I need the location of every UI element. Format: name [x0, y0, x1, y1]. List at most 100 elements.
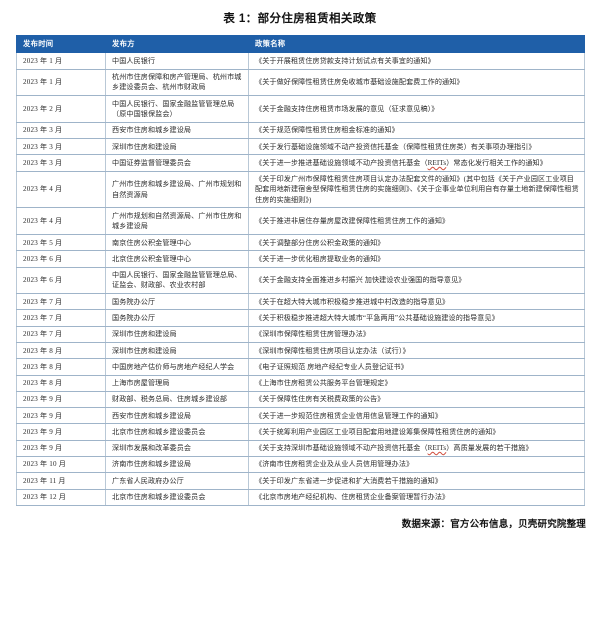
cell-issuer: 中国人民银行	[105, 52, 249, 70]
cell-policy-name: 《关于开展租赁住房贷款支持计划试点有关事宜的通知》	[248, 52, 585, 70]
table-row: 2023 年 8 月深圳市住房和建设局 《深圳市保障性租赁住房项目认定办法（试行）…	[16, 341, 585, 360]
column-header-release-date: 发布时间	[16, 34, 106, 54]
cell-issuer: 南京住房公积金管理中心	[105, 234, 249, 252]
table-row: 2023 年 7 月深圳市住房和建设局 《深圳市保障性租赁住房管理办法》	[16, 325, 585, 344]
cell-issuer: 济南市住房和城乡建设局	[105, 455, 249, 474]
cell-policy-name: 《上海市住房租赁公共服务平台管理规定》	[248, 374, 585, 392]
cell-release-date: 2023 年 3 月	[16, 138, 106, 156]
table-row: 2023 年 8 月上海市房屋管理局 《上海市住房租赁公共服务平台管理规定》	[16, 374, 585, 392]
column-header-issuer: 发布方	[105, 34, 249, 54]
cell-release-date: 2023 年 4 月	[16, 170, 106, 209]
cell-issuer: 西安市住房和城乡建设局	[105, 121, 249, 140]
reits-term: REITs	[427, 444, 447, 453]
table-row: 2023 年 6 月北京住房公积金管理中心 《关于进一步优化租房提取业务的通知》	[16, 250, 585, 268]
table-row: 2023 年 10 月济南市住房和城乡建设局 《济南市住房租赁企业及从业人员信用管…	[16, 455, 585, 474]
cell-release-date: 2023 年 12 月	[16, 488, 106, 506]
cell-issuer: 广东省人民政府办公厅	[105, 472, 249, 490]
cell-issuer: 杭州市住房保障和房产管理局、杭州市城乡建设委员会、杭州市财政局	[105, 68, 249, 97]
table-row: 2023 年 9 月深圳市发展和改革委员会 《关于支持深圳市基础设施领域不动产投资…	[16, 439, 585, 457]
table-row: 2023 年 11 月广东省人民政府办公厅 《关于印发广东省进一步促进和扩大消费若…	[16, 472, 585, 490]
cell-release-date: 2023 年 10 月	[16, 455, 106, 474]
reits-term: REITs	[427, 158, 447, 167]
table-row: 2023 年 9 月北京市住房和城乡建设委员会 《关于统筹利用产业园区工业项目配套…	[16, 423, 585, 441]
cell-release-date: 2023 年 7 月	[16, 309, 106, 327]
table-body: 2023 年 1 月中国人民银行 《关于开展租赁住房贷款支持计划试点有关事宜的通知…	[16, 52, 585, 506]
cell-issuer: 深圳市住房和建设局	[105, 325, 249, 344]
cell-release-date: 2023 年 1 月	[16, 52, 106, 70]
cell-policy-name: 《关于保障性住房有关税费政策的公告》	[248, 390, 585, 409]
column-header-policy-name: 政策名称	[248, 34, 585, 54]
cell-release-date: 2023 年 8 月	[16, 374, 106, 392]
cell-issuer: 中国证券监督管理委员会	[105, 154, 249, 172]
cell-issuer: 广州市规划和自然资源局、广州市住房和城乡建设局	[105, 207, 249, 236]
cell-release-date: 2023 年 6 月	[16, 250, 106, 268]
cell-policy-name: 《北京市房地产经纪机构、住房租赁企业备案管理暂行办法》	[248, 488, 585, 506]
cell-policy-name: 《深圳市保障性租赁住房项目认定办法（试行）》	[248, 341, 585, 360]
table-row: 2023 年 7 月国务院办公厅 《关于积极稳步推进超大特大城市“平急两用”公共基…	[16, 309, 585, 327]
table-row: 2023 年 2 月中国人民银行、国家金融监管管理总局（原中国银保监会） 《关于金…	[16, 95, 585, 123]
cell-release-date: 2023 年 8 月	[16, 341, 106, 360]
table-row: 2023 年 5 月南京住房公积金管理中心 《关于调整部分住房公积金政策的通知》	[16, 234, 585, 252]
cell-issuer: 西安市住房和城乡建设局	[105, 407, 249, 425]
cell-release-date: 2023 年 5 月	[16, 234, 106, 252]
table-row: 2023 年 4 月广州市住房和城乡建设局、广州市规划和自然资源局 《关于印发广州…	[16, 170, 585, 209]
cell-release-date: 2023 年 3 月	[16, 121, 106, 140]
cell-policy-name: 《电子证照规范 房地产经纪专业人员登记证书》	[248, 358, 585, 376]
cell-release-date: 2023 年 6 月	[16, 266, 106, 295]
cell-release-date: 2023 年 9 月	[16, 390, 106, 409]
cell-issuer: 北京住房公积金管理中心	[105, 250, 249, 268]
cell-issuer: 国务院办公厅	[105, 309, 249, 327]
table-header-row: 发布时间 发布方 政策名称	[16, 34, 585, 54]
cell-issuer: 北京市住房和城乡建设委员会	[105, 423, 249, 441]
cell-release-date: 2023 年 9 月	[16, 439, 106, 457]
table-row: 2023 年 8 月中国房地产估价师与房地产经纪人学会 《电子证照规范 房地产经纪…	[16, 358, 585, 376]
cell-policy-name: 《关于调整部分住房公积金政策的通知》	[248, 234, 585, 252]
cell-issuer: 中国人民银行、国家金融监管管理总局、证监会、财政部、农业农村部	[105, 266, 249, 295]
cell-policy-name: 《关于规范保障性租赁住房租金标准的通知》	[248, 121, 585, 140]
table-row: 2023 年 1 月中国人民银行 《关于开展租赁住房贷款支持计划试点有关事宜的通知…	[16, 52, 585, 70]
cell-policy-name: 《关于印发广州市保障性租赁住房项目认定办法配套文件的通知》(其中包括《关于产业园…	[248, 170, 585, 209]
source-note: 数据来源：官方公布信息，贝壳研究院整理	[401, 518, 586, 530]
cell-release-date: 2023 年 3 月	[16, 154, 106, 172]
table-row: 2023 年 9 月财政部、税务总局、住房城乡建设部 《关于保障性住房有关税费政策…	[16, 390, 585, 409]
housing-rental-policy-table: 发布时间 发布方 政策名称 2023 年 1 月中国人民银行 《关于开展租赁住房贷…	[16, 34, 585, 506]
table-header: 发布时间 发布方 政策名称	[16, 34, 585, 54]
cell-issuer: 深圳市发展和改革委员会	[105, 439, 249, 457]
cell-issuer: 中国房地产估价师与房地产经纪人学会	[105, 358, 249, 376]
table-row: 2023 年 3 月西安市住房和城乡建设局 《关于规范保障性租赁住房租金标准的通知…	[16, 121, 585, 140]
cell-policy-name: 《关于统筹利用产业园区工业项目配套用地建设筹集保障性租赁住房的通知》	[248, 423, 585, 441]
cell-release-date: 2023 年 7 月	[16, 293, 106, 311]
cell-policy-name: 《济南市住房租赁企业及从业人员信用管理办法》	[248, 455, 585, 474]
policy-table-container: 发布时间 发布方 政策名称 2023 年 1 月中国人民银行 《关于开展租赁住房贷…	[0, 34, 600, 506]
table-row: 2023 年 3 月深圳市住房和建设局 《关于发行基础设施领域不动产投资信托基金（…	[16, 138, 585, 156]
cell-policy-name: 《关于推进非居住存量房屋改建保障性租赁住房工作的通知》	[248, 207, 585, 236]
cell-policy-name: 《关于进一步推进基础设施领域不动产投资信托基金（REITs）常态化发行相关工作的…	[248, 154, 585, 172]
cell-issuer: 北京市住房和城乡建设委员会	[105, 488, 249, 506]
cell-release-date: 2023 年 1 月	[16, 68, 106, 97]
cell-policy-name: 《关于发行基础设施领域不动产投资信托基金（保障性租赁住房类）有关事项办理指引》	[248, 138, 585, 156]
cell-policy-name: 《关于进一步规范住房租赁企业信用信息管理工作的通知》	[248, 407, 585, 425]
cell-issuer: 上海市房屋管理局	[105, 374, 249, 392]
cell-policy-name: 《关于积极稳步推进超大特大城市“平急两用”公共基础设施建设的指导意见》	[248, 309, 585, 327]
cell-issuer: 财政部、税务总局、住房城乡建设部	[105, 390, 249, 409]
cell-release-date: 2023 年 9 月	[16, 407, 106, 425]
table-row: 2023 年 3 月中国证券监督管理委员会 《关于进一步推进基础设施领域不动产投资…	[16, 154, 585, 172]
cell-issuer: 深圳市住房和建设局	[105, 138, 249, 156]
table-row: 2023 年 6 月中国人民银行、国家金融监管管理总局、证监会、财政部、农业农村…	[16, 266, 585, 295]
cell-issuer: 广州市住房和城乡建设局、广州市规划和自然资源局	[105, 170, 249, 209]
table-row: 2023 年 12 月北京市住房和城乡建设委员会 《北京市房地产经纪机构、住房租赁…	[16, 488, 585, 506]
cell-policy-name: 《深圳市保障性租赁住房管理办法》	[248, 325, 585, 344]
table-row: 2023 年 1 月杭州市住房保障和房产管理局、杭州市城乡建设委员会、杭州市财政…	[16, 68, 585, 97]
page-title: 表 1：部分住房租赁相关政策	[223, 13, 377, 25]
cell-policy-name: 《关于金融支持全面推进乡村振兴 加快建设农业强国的指导意见》	[248, 266, 585, 295]
cell-policy-name: 《关于在超大特大城市积极稳步推进城中村改造的指导意见》	[248, 293, 585, 311]
cell-release-date: 2023 年 11 月	[16, 472, 106, 490]
table-row: 2023 年 9 月西安市住房和城乡建设局 《关于进一步规范住房租赁企业信用信息管…	[16, 407, 585, 425]
table-row: 2023 年 4 月广州市规划和自然资源局、广州市住房和城乡建设局 《关于推进非居…	[16, 207, 585, 236]
cell-policy-name: 《关于印发广东省进一步促进和扩大消费若干措施的通知》	[248, 472, 585, 490]
cell-issuer: 国务院办公厅	[105, 293, 249, 311]
cell-issuer: 中国人民银行、国家金融监管管理总局（原中国银保监会）	[105, 95, 249, 123]
cell-release-date: 2023 年 9 月	[16, 423, 106, 441]
cell-release-date: 2023 年 7 月	[16, 325, 106, 344]
